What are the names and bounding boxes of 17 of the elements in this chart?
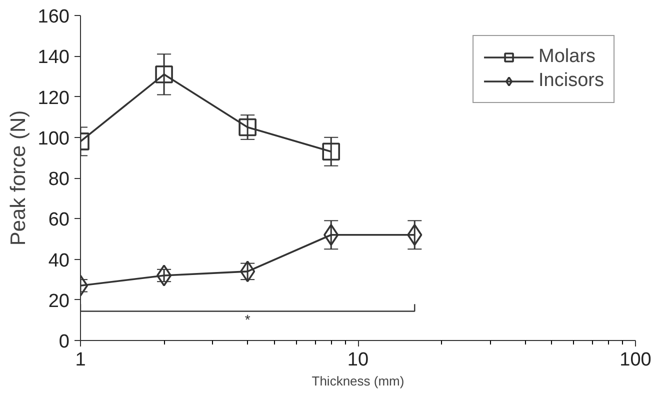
- annotation: *: [244, 311, 251, 328]
- y-tick-label: 120: [38, 88, 70, 109]
- y-tick-label: 40: [48, 250, 70, 272]
- y-axis-title: Peak force (N): [6, 110, 30, 246]
- y-tick-label: 60: [48, 210, 70, 231]
- x-tick-label: 100: [620, 350, 652, 370]
- x-tick-label: 1: [75, 350, 86, 370]
- y-tick-label: 80: [48, 169, 70, 190]
- y-tick-label: 20: [48, 290, 70, 312]
- y-tick-label: 0: [58, 332, 70, 352]
- legend-label: Molars: [538, 46, 596, 68]
- y-tick-label: 140: [38, 47, 70, 68]
- y-tick-label: 100: [38, 128, 70, 150]
- y-tick-label: 160: [38, 6, 70, 28]
- x-axis-title: Thickness (mm): [312, 374, 404, 388]
- x-tick-label: 10: [347, 350, 369, 370]
- legend-label: Incisors: [538, 70, 604, 92]
